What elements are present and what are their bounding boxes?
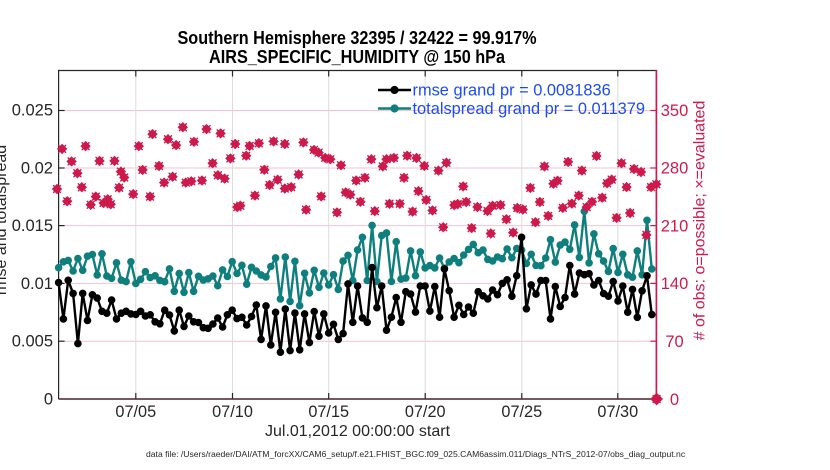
svg-text:350: 350 <box>661 102 689 120</box>
svg-text:data file: /Users/raeder/DAI/A: data file: /Users/raeder/DAI/ATM_forcXX/… <box>146 449 686 459</box>
svg-text:07/25: 07/25 <box>501 403 542 421</box>
svg-text:140: 140 <box>661 275 689 293</box>
svg-text:0.015: 0.015 <box>12 217 53 235</box>
svg-text:# of obs: o=possible; ×=evalua: # of obs: o=possible; ×=evaluated <box>692 101 709 341</box>
svg-text:0.025: 0.025 <box>12 102 53 120</box>
svg-text:07/20: 07/20 <box>405 403 446 421</box>
svg-text:0: 0 <box>670 391 679 409</box>
svg-text:07/15: 07/15 <box>308 403 349 421</box>
svg-text:0: 0 <box>44 391 53 409</box>
svg-text:rmse grand pr = 0.0081836: rmse grand pr = 0.0081836 <box>413 82 611 100</box>
svg-text:0.02: 0.02 <box>21 159 53 177</box>
svg-text:totalspread grand pr = 0.01137: totalspread grand pr = 0.011379 <box>413 100 646 118</box>
svg-text:0.01: 0.01 <box>21 275 53 293</box>
svg-text:AIRS_SPECIFIC_HUMIDITY @ 150 h: AIRS_SPECIFIC_HUMIDITY @ 150 hPa <box>209 47 506 67</box>
svg-text:07/05: 07/05 <box>115 403 156 421</box>
svg-text:Jul.01,2012 00:00:00 start: Jul.01,2012 00:00:00 start <box>265 423 451 440</box>
svg-text:07/30: 07/30 <box>597 403 638 421</box>
svg-text:Southern Hemisphere 32395 / 32: Southern Hemisphere 32395 / 32422 = 99.9… <box>178 28 537 48</box>
svg-text:0.005: 0.005 <box>12 333 53 351</box>
svg-text:07/10: 07/10 <box>212 403 253 421</box>
svg-text:70: 70 <box>665 333 683 351</box>
svg-text:280: 280 <box>661 160 689 178</box>
svg-text:210: 210 <box>661 217 689 235</box>
svg-text:rmse and totalspread: rmse and totalspread <box>0 145 10 295</box>
